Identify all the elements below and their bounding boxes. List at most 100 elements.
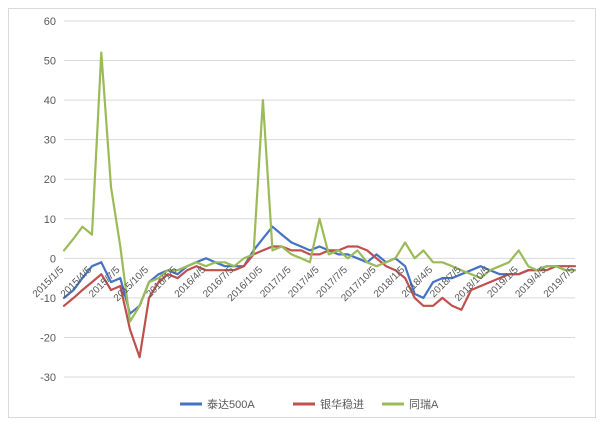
data-point: [214, 269, 216, 272]
data-point: [356, 245, 359, 248]
data-point: [470, 269, 472, 272]
data-point: [479, 265, 482, 268]
y-tick-label: -30: [40, 372, 56, 384]
data-point: [574, 269, 576, 272]
data-point: [186, 269, 188, 272]
legend-label: 泰达500A: [207, 397, 255, 411]
data-point: [347, 245, 349, 248]
data-point: [375, 253, 378, 256]
data-point: [413, 293, 416, 295]
data-point: [157, 277, 160, 279]
data-point: [100, 51, 103, 54]
data-point: [404, 277, 406, 279]
data-point: [318, 245, 321, 248]
data-point: [214, 261, 216, 264]
data-point: [91, 233, 93, 236]
data-point: [422, 297, 425, 299]
data-point: [195, 261, 198, 264]
data-point: [479, 277, 482, 279]
data-point: [404, 265, 406, 268]
data-point: [290, 253, 293, 256]
chart-frame: [8, 8, 596, 418]
data-point: [72, 289, 75, 291]
legend: 泰达500A 银华稳进 同瑞A: [180, 397, 439, 411]
data-point: [422, 305, 425, 307]
data-point: [517, 273, 520, 276]
y-tick-label: 30: [44, 135, 56, 147]
data-point: [545, 269, 548, 272]
data-point: [375, 257, 378, 260]
data-point: [119, 277, 122, 279]
data-point: [110, 289, 112, 291]
data-point: [63, 297, 65, 299]
data-point: [337, 249, 340, 252]
data-point: [224, 269, 226, 272]
data-point: [157, 273, 160, 276]
data-point: [138, 305, 141, 307]
data-point: [441, 277, 444, 279]
gridlines: [64, 20, 575, 378]
data-point: [347, 253, 349, 256]
y-tick-label: 10: [44, 214, 56, 226]
data-point: [72, 297, 75, 299]
data-point: [129, 320, 131, 323]
data-point: [394, 257, 397, 260]
data-point: [366, 249, 368, 252]
data-point: [394, 269, 397, 272]
data-point: [262, 249, 264, 252]
data-point: [489, 269, 491, 272]
data-point: [356, 257, 359, 260]
data-point: [205, 269, 207, 272]
data-point: [404, 241, 406, 244]
data-point: [281, 233, 283, 236]
data-point: [110, 281, 112, 283]
data-point: [290, 249, 293, 252]
data-point: [233, 265, 235, 268]
data-point: [63, 249, 65, 252]
y-tick-label: -10: [40, 293, 56, 305]
data-point: [328, 253, 330, 256]
data-point: [385, 261, 387, 264]
data-point: [413, 257, 416, 260]
data-point: [129, 328, 131, 331]
data-point: [564, 265, 567, 268]
data-point: [157, 281, 160, 283]
data-point: [100, 261, 103, 264]
data-point: [186, 265, 188, 268]
data-point: [489, 281, 491, 283]
data-point: [262, 99, 264, 101]
data-point: [366, 261, 368, 264]
data-point: [176, 273, 179, 276]
data-point: [309, 261, 311, 264]
data-point: [271, 249, 274, 252]
data-point: [224, 261, 226, 264]
data-point: [309, 249, 311, 252]
data-point: [100, 273, 103, 276]
y-tick-label: 40: [44, 95, 56, 107]
data-point: [119, 245, 122, 248]
data-point: [527, 265, 530, 268]
data-point: [72, 237, 75, 240]
data-point: [176, 269, 179, 272]
data-point: [356, 249, 359, 252]
data-point: [91, 265, 93, 268]
data-point: [508, 273, 510, 276]
data-point: [138, 356, 141, 359]
data-point: [460, 273, 463, 276]
data-point: [300, 249, 302, 252]
data-point: [243, 265, 245, 268]
data-point: [252, 253, 255, 256]
series-lines: [62, 51, 577, 359]
data-point: [300, 257, 302, 260]
data-point: [517, 249, 520, 252]
data-point: [110, 186, 112, 188]
data-point: [432, 261, 434, 264]
data-point: [498, 265, 501, 268]
y-tick-label: 50: [44, 56, 56, 68]
data-point: [224, 265, 226, 268]
data-point: [347, 257, 349, 260]
data-point: [281, 245, 283, 248]
data-point: [300, 245, 302, 248]
data-point: [432, 281, 434, 283]
